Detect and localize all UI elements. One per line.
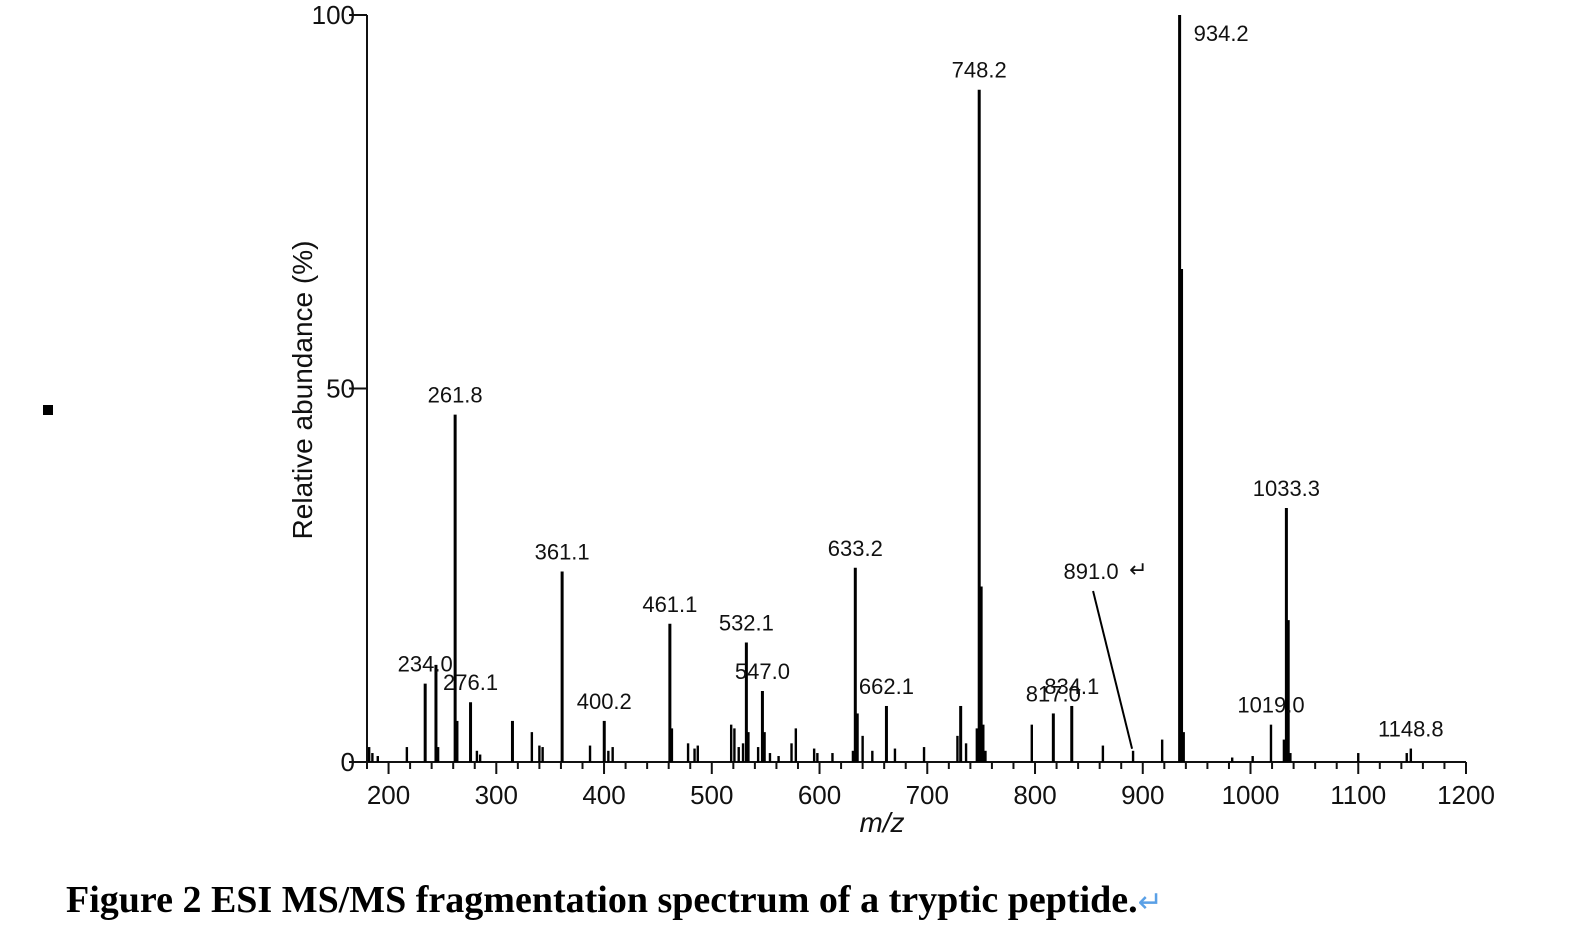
list-bullet: [43, 405, 53, 415]
peak-label: 547.0: [735, 659, 790, 684]
x-tick-label: 800: [1013, 780, 1056, 810]
peak-label: 834.1: [1044, 674, 1099, 699]
y-axis-title: Relative abundance (%): [287, 241, 318, 540]
x-tick-label: 400: [582, 780, 625, 810]
x-tick-label: 1200: [1437, 780, 1495, 810]
peak-label: 261.8: [428, 383, 483, 408]
figure-caption-text: Figure 2 ESI MS/MS fragmentation spectru…: [66, 879, 1138, 921]
peak-label: 461.1: [642, 592, 697, 617]
peak-label: 748.2: [952, 58, 1007, 83]
peak-label: 817.0: [1026, 681, 1081, 706]
y-tick-label: 50: [326, 374, 355, 404]
x-tick-label: 1100: [1330, 780, 1386, 810]
leader-line: [1092, 590, 1134, 750]
peak-label: 891.0: [1064, 559, 1119, 584]
return-mark-icon: ↵: [1129, 557, 1147, 582]
peak-label: 234.0: [398, 652, 453, 677]
peak-label: 361.1: [535, 540, 590, 565]
x-tick-label: 600: [798, 780, 841, 810]
peak-label: 532.1: [719, 610, 774, 635]
x-axis-title: m/z: [859, 807, 904, 838]
peak-label: 276.1: [443, 670, 498, 695]
peak-label: 400.2: [577, 689, 632, 714]
peak-label: 1148.8: [1378, 717, 1444, 742]
x-tick-label: 1000: [1222, 780, 1280, 810]
peak-label: 662.1: [859, 674, 914, 699]
figure-caption: Figure 2 ESI MS/MS fragmentation spectru…: [66, 878, 1163, 922]
x-tick-label: 700: [906, 780, 949, 810]
return-mark-icon: ↵: [1137, 886, 1163, 919]
x-tick-label: 500: [690, 780, 733, 810]
x-tick-label: 900: [1121, 780, 1164, 810]
x-tick-label: 300: [475, 780, 518, 810]
peak-label: 1019.0: [1237, 693, 1304, 718]
peak-label: 934.2: [1194, 21, 1249, 46]
peak-label: 1033.3: [1253, 476, 1320, 501]
y-tick-label: 0: [341, 747, 355, 777]
y-tick-label: 100: [312, 0, 355, 30]
x-tick-label: 200: [367, 780, 410, 810]
peak-label: 633.2: [828, 536, 883, 561]
ms-spectrum-chart: 0 50 100 200 300 400 500 600 700 800 900 1000 1100 12…: [287, 0, 1495, 838]
